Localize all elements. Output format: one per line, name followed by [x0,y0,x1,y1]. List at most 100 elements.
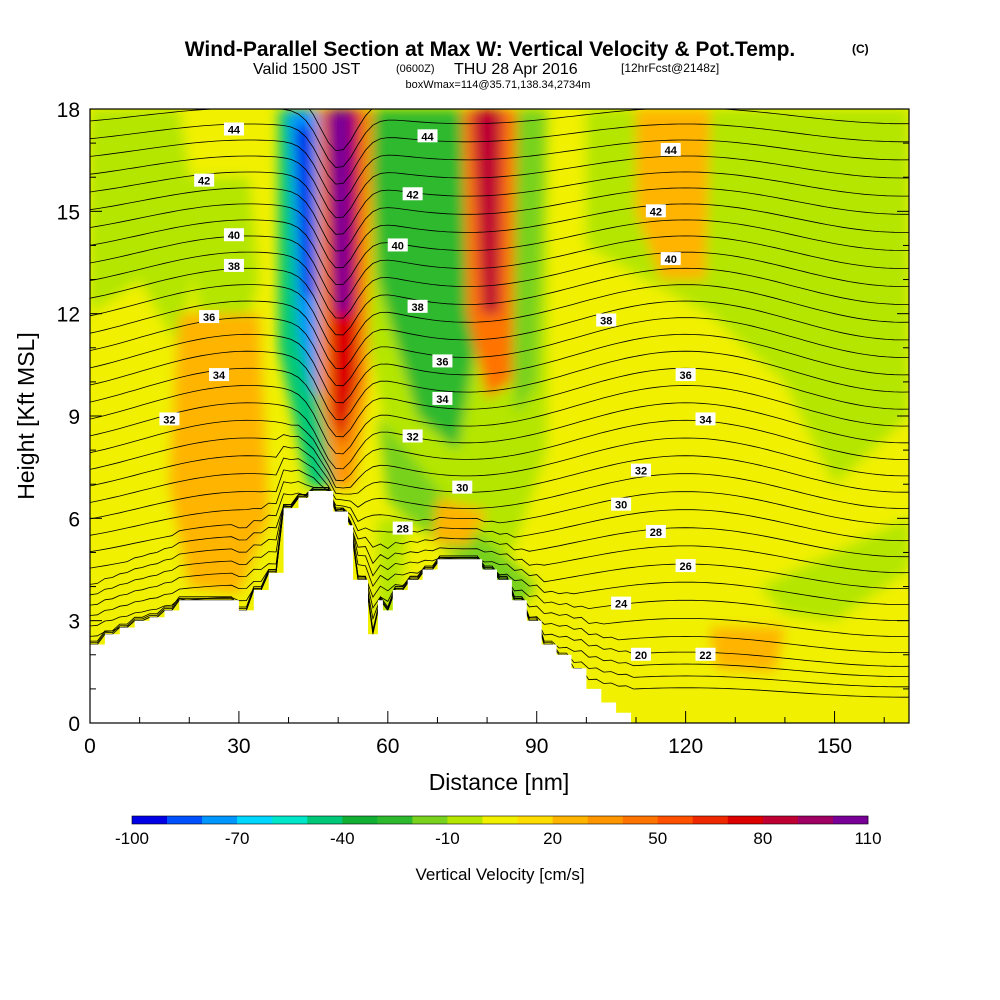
colorbar-tick-label: -40 [330,829,355,848]
theta-label-text: 36 [680,370,692,382]
y-tick-label: 6 [68,508,80,531]
theta-label: 40 [660,252,681,266]
theta-label: 28 [392,521,413,536]
y-tick-label: 12 [57,304,80,327]
colorbar-swatch [657,816,694,824]
theta-label-box [387,238,408,252]
theta-label-box [611,596,632,610]
colorbar-swatch [307,816,343,824]
theta-label-box [223,122,244,136]
field-region-green-upperleft [90,109,200,348]
colorbar: -100 -70 -40 -10 20 50 80 110 [115,815,882,848]
x-axis-title: Distance [nm] [429,769,570,795]
colorbar-tick-label: -10 [435,829,460,848]
colorbar-swatch [202,816,238,824]
y-tick-label: 0 [68,713,80,736]
theta-label: 40 [387,238,408,252]
theta-label: 20 [630,647,651,662]
theta-label-text: 44 [665,145,678,157]
theta-label: 38 [407,299,428,314]
theta-label-box [402,429,423,443]
colorbar-tick-label: -70 [225,829,250,848]
theta-label-text: 32 [163,414,175,426]
y-tick-label: 15 [57,201,80,224]
theta-label-box [695,412,716,426]
theta-label: 30 [611,497,632,512]
theta-label-box [402,187,423,201]
theta-label: 26 [675,559,696,573]
colorbar-swatch [762,816,799,824]
theta-label-box [645,524,666,538]
theta-label-text: 36 [203,312,215,324]
theta-label-box [630,463,651,477]
theta-label-text: 40 [228,230,240,242]
colorbar-swatch [832,816,869,824]
field-region-yellow-left [169,313,269,594]
subtitle-forecast: [12hrFcst@2148z] [621,61,719,75]
colorbar-swatch [622,816,659,824]
colorbar-swatch [797,816,834,824]
theta-label-text: 24 [615,599,628,611]
theta-contour-line [90,251,909,319]
theta-label-box [645,204,666,218]
theta-label-box [392,521,413,535]
theta-label-box [223,228,244,242]
field-region-green-mid [368,109,488,451]
theta-label: 42 [194,173,215,188]
theta-label: 38 [596,313,617,327]
theta-label-box [630,647,651,661]
theta-label: 34 [432,391,453,406]
theta-label: 44 [223,122,244,136]
vertical-velocity-field [90,109,909,672]
theta-label-text: 38 [600,315,612,327]
theta-label: 36 [675,368,696,382]
colorbar-swatch [132,816,168,824]
theta-label-box [596,313,617,327]
y-tick-label: 9 [68,406,80,429]
colorbar-swatch [447,816,483,824]
theta-label-box [199,310,220,324]
field-region-updraft2 [472,109,502,314]
theta-label-box [407,299,428,313]
theta-label-text: 32 [635,466,647,478]
theta-contour-line [90,419,909,482]
field-region-green-strip [506,109,547,416]
y-tick-label: 18 [57,99,80,122]
theta-label: 32 [159,412,180,426]
potential-temperature-contours [90,109,909,698]
colorbar-swatch [727,816,764,824]
theta-label-text: 44 [228,124,241,136]
theta-label-text: 40 [665,254,677,266]
theta-label: 36 [199,310,220,324]
theta-label-box [209,368,230,382]
theta-label: 34 [695,412,716,426]
x-tick-label: 0 [84,735,96,758]
x-tick-label: 120 [668,735,703,758]
theta-contour-line [90,445,909,495]
theta-label-text: 34 [436,394,449,406]
theta-labels: 44 44 44 42 42 42 40 40 40 38 38 38 36 36 36 34 34 34 32 32… [159,122,716,662]
theta-label-text: 22 [699,650,711,662]
theta-contour-line [90,487,909,589]
theta-label-text: 38 [411,302,423,314]
field-region-updraft-core [328,109,354,314]
theta-contour-line [90,155,909,219]
theta-contour-line [90,317,909,387]
theta-label-text: 30 [615,500,627,512]
theta-label: 30 [452,480,473,495]
x-tick-label: 90 [525,735,548,758]
theta-contour-line [90,171,909,235]
colorbar-swatch [342,816,378,824]
theta-label: 42 [645,204,666,218]
theta-contour-line [90,284,909,353]
theta-contour-line [90,385,909,455]
theta-contour-line [90,333,909,404]
colorbar-swatch [167,816,203,824]
terrain-mask [90,491,909,723]
theta-label-box [611,497,632,511]
theta-label: 32 [402,429,423,443]
theta-label: 34 [209,368,230,382]
x-tick-label: 30 [227,735,250,758]
theta-label-box [660,142,681,156]
theta-label-text: 20 [635,650,647,662]
